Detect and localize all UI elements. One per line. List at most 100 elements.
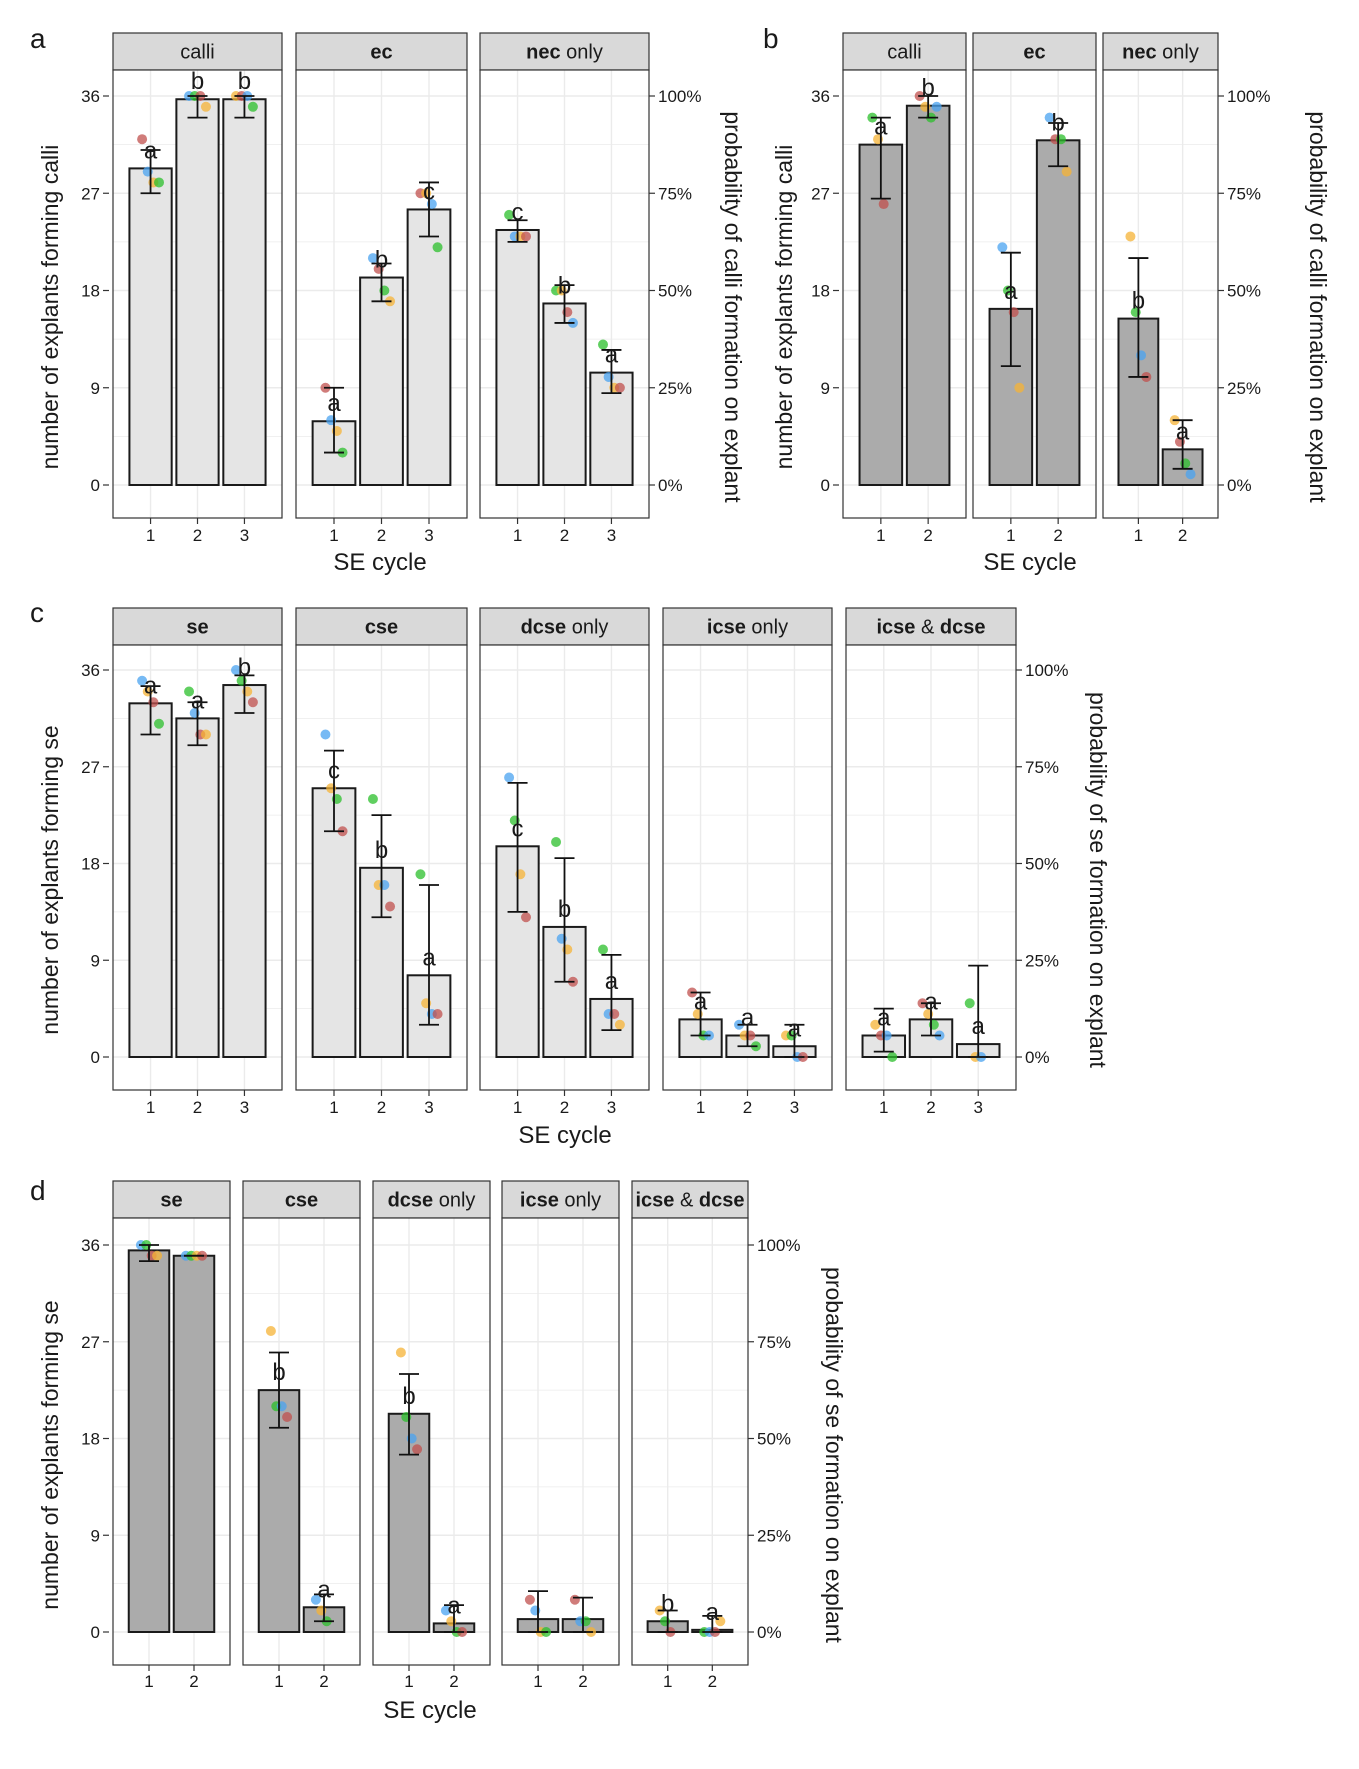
y2-tick-label: 0% — [658, 476, 683, 495]
significance-letter: c — [512, 815, 524, 842]
significance-letter: b — [402, 1383, 415, 1410]
facet-strip-label-part: nec — [1122, 42, 1156, 64]
facet-strip-label-part: icse — [520, 1190, 559, 1212]
y-tick-label: 9 — [91, 951, 100, 970]
y2-tick-label: 0% — [1025, 1048, 1050, 1067]
facet-strip-label-part: calli — [887, 42, 921, 64]
significance-letter: b — [1051, 109, 1064, 136]
facet-strip — [112, 607, 283, 646]
facet-strip — [972, 32, 1097, 71]
facet-strip — [1102, 32, 1219, 71]
data-point-orange — [715, 1616, 726, 1627]
x-tick-label: 1 — [404, 1672, 413, 1691]
data-point-blue — [1185, 469, 1196, 480]
x-axis-title: SE cycle — [383, 1697, 476, 1724]
x-axis-title: SE cycle — [333, 549, 426, 576]
data-point-red — [137, 134, 148, 145]
significance-letter: a — [972, 1013, 986, 1040]
facet-strip — [479, 607, 650, 646]
facet-strip-label-part: icse — [636, 1190, 675, 1212]
facet-border — [501, 1217, 620, 1666]
significance-letter: a — [144, 137, 158, 164]
bar — [905, 104, 951, 486]
y-axis-title: number of explants forming se — [37, 1300, 63, 1609]
y-tick-label: 18 — [81, 282, 100, 301]
bar — [222, 684, 267, 1058]
x-tick-label: 2 — [189, 1672, 198, 1691]
x-tick-label: 1 — [513, 526, 522, 545]
x-tick-label: 2 — [377, 1098, 386, 1117]
bar — [1035, 139, 1081, 487]
x-tick-label: 2 — [926, 1098, 935, 1117]
facet-strip — [631, 1180, 749, 1219]
data-point-green — [154, 718, 165, 729]
x-tick-label: 1 — [146, 1098, 155, 1117]
data-point-blue — [310, 1594, 321, 1605]
significance-letter: a — [874, 114, 888, 141]
y2-tick-label: 100% — [658, 87, 701, 106]
data-point-blue — [320, 729, 331, 740]
x-tick-label: 3 — [790, 1098, 799, 1117]
facet-border — [372, 1217, 491, 1666]
data-point-red — [247, 697, 258, 708]
significance-letter: a — [706, 1599, 720, 1626]
significance-letter: b — [1132, 288, 1145, 315]
x-tick-label: 1 — [1006, 526, 1015, 545]
facet-strip-label-part: dcse — [521, 617, 567, 639]
significance-letter: c — [328, 757, 340, 784]
y-axis-title: number of explants forming calli — [771, 145, 797, 470]
panel-letter: b — [763, 23, 779, 54]
facet-strip — [662, 607, 833, 646]
data-point-green — [432, 242, 443, 253]
x-tick-label: 2 — [560, 1098, 569, 1117]
y-tick-label: 27 — [811, 184, 830, 203]
x-tick-label: 3 — [973, 1098, 982, 1117]
facet-3: icse only a a a 1 2 3 — [662, 607, 833, 1117]
facet-strip-label-part: ec — [1023, 42, 1045, 64]
facet-strip — [295, 607, 468, 646]
facet-strip-label: icse & dcse — [877, 617, 986, 639]
facet-strip-label-part: icse — [877, 617, 916, 639]
y-tick-label: 9 — [91, 1526, 100, 1545]
data-point-red — [412, 1444, 423, 1455]
y-tick-label: 18 — [81, 855, 100, 874]
x-tick-label: 1 — [329, 1098, 338, 1117]
y-tick-label: 27 — [81, 184, 100, 203]
significance-letter: a — [1004, 278, 1018, 305]
data-point-green — [597, 339, 608, 350]
facet-background — [632, 1218, 748, 1665]
data-point-red — [878, 199, 889, 210]
facet-1: ec a b c 1 2 3 — [295, 32, 468, 545]
panel-letter: d — [30, 1175, 46, 1206]
facet-strip-label: calli — [180, 42, 214, 64]
y-tick-label: 36 — [81, 1236, 100, 1255]
significance-letter: a — [447, 1592, 461, 1619]
significance-letter: b — [375, 247, 388, 274]
facet-strip-label-part: cse — [365, 617, 398, 639]
data-point-red — [521, 912, 532, 923]
x-tick-label: 2 — [193, 1098, 202, 1117]
y-tick-label: 0 — [91, 1048, 100, 1067]
y-axis-title: number of explants forming calli — [37, 145, 63, 470]
significance-letter: b — [558, 896, 571, 923]
data-point-orange — [395, 1347, 406, 1358]
facet-strip-label-part: se — [160, 1190, 182, 1212]
x-tick-label: 2 — [560, 526, 569, 545]
x-tick-label: 1 — [274, 1672, 283, 1691]
facet-strip-label-part: nec — [526, 42, 560, 64]
data-point-red — [521, 231, 532, 242]
data-point-blue — [997, 242, 1008, 253]
facet-border — [242, 1217, 361, 1666]
x-tick-label: 2 — [743, 1098, 752, 1117]
facet-1: cse b a 1 2 — [242, 1180, 361, 1691]
significance-letter: a — [741, 1005, 755, 1032]
y2-tick-label: 25% — [1025, 951, 1059, 970]
significance-letter: a — [605, 342, 619, 369]
y-axis-title: number of explants forming se — [37, 725, 63, 1034]
y2-axis-title: probability of se formation on explant — [821, 1267, 847, 1643]
facet-strip-label-part: calli — [180, 42, 214, 64]
facet-strip-label-part: cse — [285, 1190, 318, 1212]
y2-tick-label: 50% — [757, 1430, 791, 1449]
